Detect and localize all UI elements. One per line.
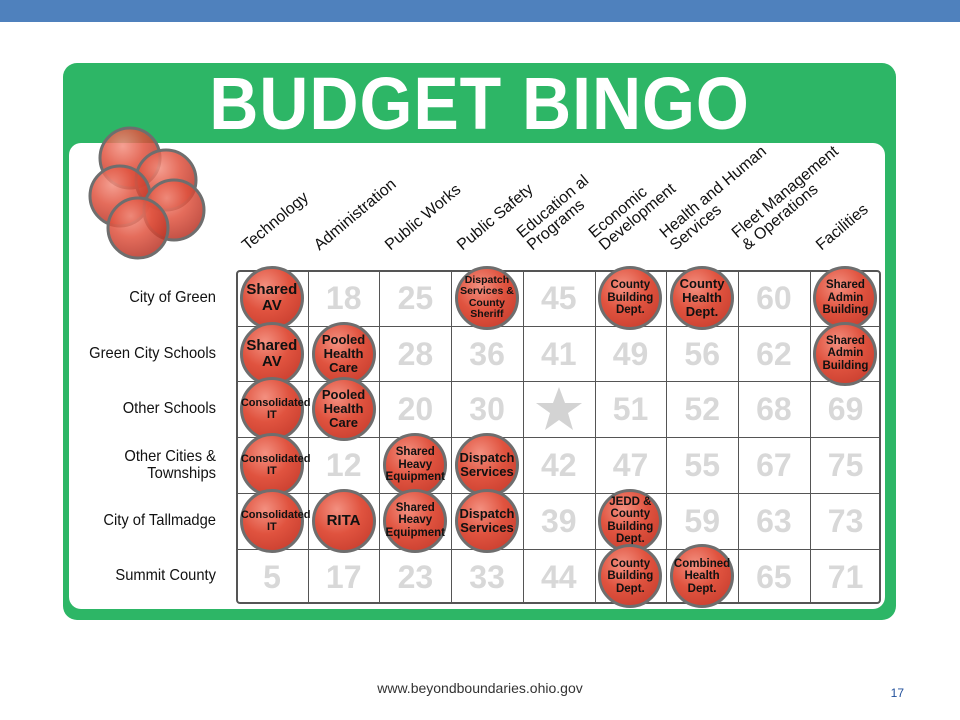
bingo-number: 28 [397,335,434,372]
bingo-chip-label: JEDD & County Building Dept. [607,495,654,546]
bingo-number: 73 [827,502,864,539]
bingo-number: 49 [612,335,649,372]
bingo-number: 23 [397,558,434,595]
bingo-chip-shared-av: Shared AV [239,265,304,330]
grid-column-divider [809,270,811,604]
bingo-chips-logo-icon [88,126,206,260]
row-label-other-schools: Other Schools [122,400,216,418]
bingo-chip-label: RITA [326,511,361,529]
bingo-number: 20 [397,391,434,428]
bingo-chip-shared-heavy-equipment: Shared Heavy Equipment [383,488,448,553]
bingo-chip-label: Dispatch Services [459,505,515,535]
bingo-number: 55 [684,447,720,484]
bingo-number: 60 [756,280,792,316]
bingo-number: 63 [756,502,792,539]
bingo-number: 52 [684,391,720,428]
bingo-chip-dispatch-services: Dispatch Services [454,488,519,553]
bingo-number: 18 [325,280,362,316]
header-bar [0,0,960,22]
bingo-number: 62 [756,335,792,372]
grid-column-divider [666,270,668,604]
bingo-number: 51 [612,391,649,428]
grid-row-divider [236,325,881,327]
page-number: 17 [890,686,904,700]
bingo-number: 17 [325,558,362,595]
bingo-chip-consolidated-it: Consolidated IT [239,432,311,497]
bingo-number: 42 [541,447,577,484]
row-label-other-cities-and-townships: Other Cities & Townships [124,447,216,482]
bingo-number: 59 [684,502,720,539]
grid-column-divider [307,270,309,604]
bingo-chip-county-building-dept: County Building Dept. [598,265,663,330]
bingo-chip-jedd-and-county-building-dept: JEDD & County Building Dept. [598,488,663,553]
bingo-number: 67 [756,447,792,484]
bingo-chip-label: Dispatch Services [459,449,515,479]
bingo-chip-label: Consolidated IT [240,508,311,533]
star-icon [535,387,582,431]
bingo-chip-consolidated-it: Consolidated IT [239,488,311,553]
bingo-chip-label: Combined Health Dept. [673,557,731,595]
row-label-green-city-schools: Green City Schools [89,344,216,362]
grid-row-divider [236,381,881,383]
bingo-chip-label: County Building Dept. [607,557,654,595]
bingo-chip-label: Shared Heavy Equipment [385,446,445,484]
grid-column-divider [379,270,381,604]
bingo-chip-shared-admin-building: Shared Admin Building [813,321,878,386]
footer-url[interactable]: www.beyondboundaries.ohio.gov [377,680,583,696]
bingo-number: 65 [756,558,792,595]
bingo-chip-label: County Health Dept. [679,275,725,319]
bingo-chip-shared-admin-building: Shared Admin Building [813,265,878,330]
bingo-chip-label: Dispatch Services & County Sheriff [460,273,514,321]
bingo-chip-shared-heavy-equipment: Shared Heavy Equipment [383,432,448,497]
bingo-number: 75 [827,447,864,484]
grid-row-divider [236,492,881,494]
grid-column-divider [737,270,739,604]
bingo-chip-pooled-health-care: Pooled Health Care [311,377,376,442]
grid-row-divider [236,548,881,550]
bingo-number: 25 [397,280,434,316]
bingo-number: 71 [827,558,864,595]
bingo-chip-county-building-dept: County Building Dept. [598,544,663,609]
bingo-number: 69 [827,391,864,428]
bingo-chip-label: Consolidated IT [240,397,311,422]
bingo-number: 56 [684,335,720,372]
bingo-chip-label: Shared AV [246,336,298,370]
row-label-city-of-tallmadge: City of Tallmadge [103,511,216,529]
bingo-number: 45 [541,280,577,316]
bingo-chip-consolidated-it: Consolidated IT [239,377,311,442]
bingo-chip-pooled-health-care: Pooled Health Care [311,321,376,386]
bingo-number: 39 [541,502,577,539]
bingo-number: 41 [541,335,577,372]
bingo-number: 33 [469,558,505,595]
grid-column-divider [522,270,524,604]
bingo-number: 30 [469,391,505,428]
bingo-number: 12 [325,447,362,484]
bingo-chip-label: Consolidated IT [240,452,311,477]
bingo-number: 5 [263,558,281,595]
bingo-chip-label: Shared AV [246,280,298,314]
bingo-chip-county-health-dept: County Health Dept. [670,265,735,330]
bingo-chip-dispatch-services-and-county-sheriff: Dispatch Services & County Sheriff [454,265,519,330]
grid-row-divider [236,437,881,439]
bingo-chip-label: County Building Dept. [607,279,654,317]
bingo-number: 36 [469,335,505,372]
grid-column-divider [594,270,596,604]
row-label-city-of-green: City of Green [129,288,216,306]
page-title: BUDGET BINGO [209,62,750,145]
bingo-chip-label: Pooled Health Care [321,331,366,375]
bingo-chip-shared-av: Shared AV [239,321,304,386]
bingo-number: 47 [612,447,649,484]
bingo-chip-label: Shared Admin Building [822,334,869,372]
bingo-number: 44 [541,558,577,595]
row-label-summit-county: Summit County [115,567,216,585]
bingo-grid [236,270,881,604]
bingo-chip-dispatch-services: Dispatch Services [454,432,519,497]
bingo-chip-rita: RITA [311,488,376,553]
bingo-number: 68 [756,391,792,428]
bingo-chip-label: Shared Admin Building [822,279,869,317]
grid-column-divider [451,270,453,604]
bingo-chip-label: Shared Heavy Equipment [385,501,445,539]
bingo-chip-label: Pooled Health Care [321,387,366,431]
bingo-chip-combined-health-dept: Combined Health Dept. [670,544,735,609]
